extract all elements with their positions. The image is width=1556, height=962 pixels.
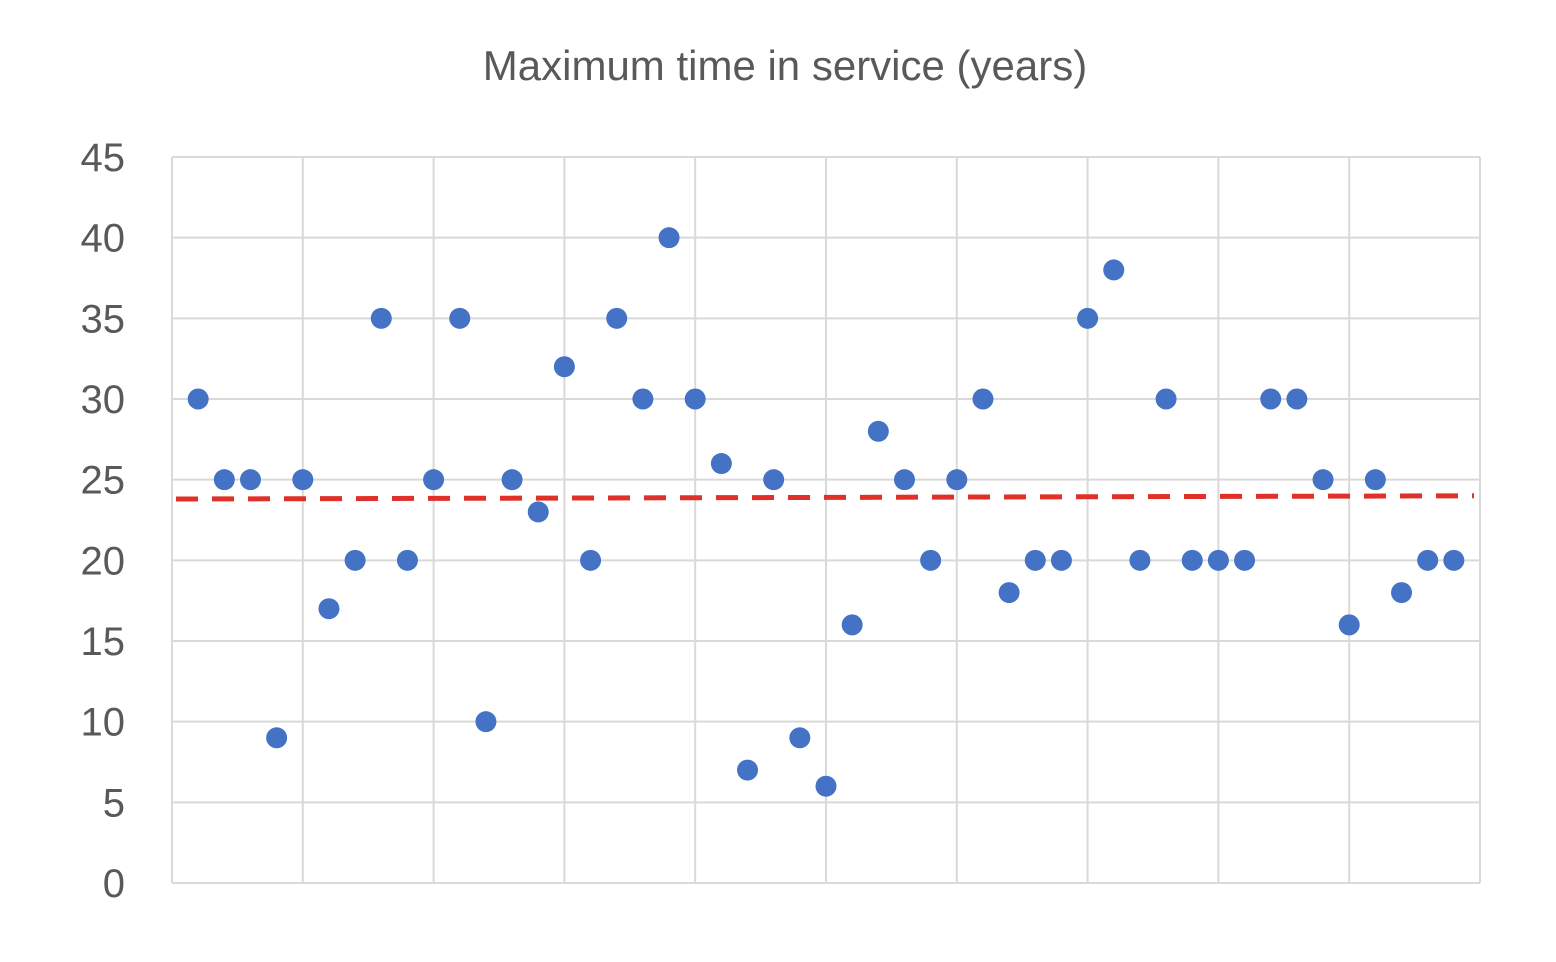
data-point bbox=[449, 307, 471, 329]
y-tick-label: 45 bbox=[81, 136, 126, 180]
y-tick-label: 40 bbox=[81, 217, 126, 261]
y-tick-label: 25 bbox=[81, 459, 126, 503]
data-point bbox=[1286, 388, 1308, 410]
data-point bbox=[553, 356, 575, 378]
data-point bbox=[684, 388, 706, 410]
chart-title: Maximum time in service (years) bbox=[482, 42, 1088, 89]
data-point bbox=[763, 469, 785, 491]
data-point bbox=[239, 469, 261, 491]
y-tick-label: 30 bbox=[81, 378, 126, 422]
data-point bbox=[867, 420, 889, 442]
data-point bbox=[1312, 469, 1334, 491]
data-point bbox=[187, 388, 209, 410]
data-point bbox=[1364, 469, 1386, 491]
data-point bbox=[1443, 549, 1465, 571]
data-point bbox=[632, 388, 654, 410]
data-point bbox=[972, 388, 994, 410]
y-tick-label: 15 bbox=[81, 620, 126, 664]
data-point bbox=[946, 469, 968, 491]
y-tick-label: 10 bbox=[81, 701, 126, 745]
data-point bbox=[841, 614, 863, 636]
data-point bbox=[1077, 307, 1099, 329]
data-point bbox=[475, 711, 497, 733]
data-point bbox=[1050, 549, 1072, 571]
data-point bbox=[815, 775, 837, 797]
data-point bbox=[527, 501, 549, 523]
y-tick-label: 0 bbox=[103, 862, 125, 906]
data-point bbox=[1234, 549, 1256, 571]
data-point bbox=[580, 549, 602, 571]
y-axis-ticks: 0 5 10 15 20 25 30 35 40 45 bbox=[81, 136, 126, 906]
data-point bbox=[710, 453, 732, 475]
data-point bbox=[292, 469, 314, 491]
data-point bbox=[1260, 388, 1282, 410]
data-points bbox=[187, 227, 1465, 797]
data-point bbox=[396, 549, 418, 571]
data-point bbox=[920, 549, 942, 571]
data-point bbox=[1417, 549, 1439, 571]
data-point bbox=[1129, 549, 1151, 571]
data-point bbox=[370, 307, 392, 329]
data-point bbox=[737, 759, 759, 781]
data-point bbox=[318, 598, 340, 620]
trendline bbox=[175, 493, 1475, 502]
data-point bbox=[501, 469, 523, 491]
data-point bbox=[658, 227, 680, 249]
y-tick-label: 20 bbox=[81, 539, 126, 583]
data-point bbox=[606, 307, 628, 329]
y-tick-label: 5 bbox=[103, 781, 125, 825]
data-point bbox=[893, 469, 915, 491]
data-point bbox=[789, 727, 811, 749]
data-point bbox=[344, 549, 366, 571]
trendline-layer bbox=[175, 493, 1475, 502]
y-tick-label: 35 bbox=[81, 297, 126, 341]
data-point bbox=[266, 727, 288, 749]
data-point bbox=[1155, 388, 1177, 410]
data-point bbox=[1103, 259, 1125, 281]
data-point bbox=[998, 582, 1020, 604]
data-point bbox=[1207, 549, 1229, 571]
grid-layer bbox=[171, 156, 1481, 884]
data-point bbox=[1181, 549, 1203, 571]
data-point bbox=[213, 469, 235, 491]
data-point bbox=[423, 469, 445, 491]
data-point bbox=[1391, 582, 1413, 604]
data-point bbox=[1024, 549, 1046, 571]
data-point bbox=[1338, 614, 1360, 636]
